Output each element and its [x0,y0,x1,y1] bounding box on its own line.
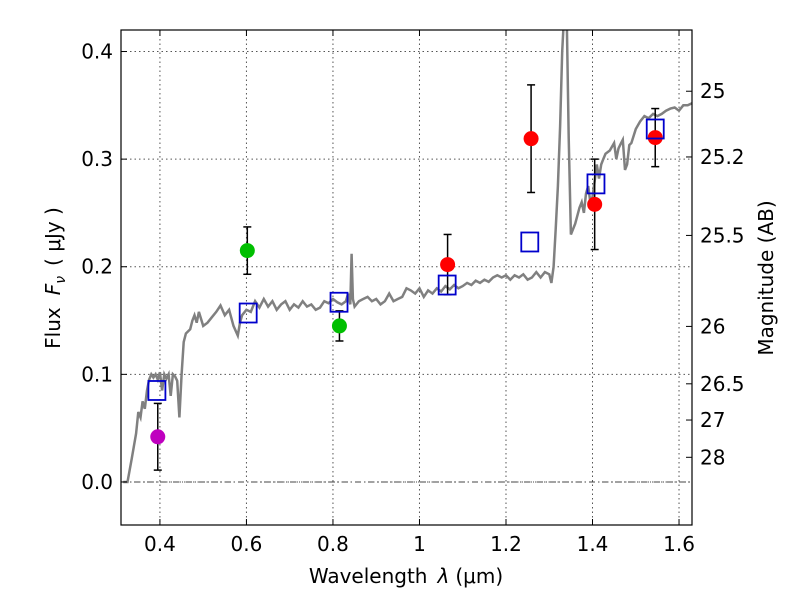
y-axis-label: Flux Fν ( μJy ) [41,207,69,349]
model-point [147,380,167,401]
observed-point [523,131,539,147]
y-tick-label: 0.0 [81,470,113,494]
model-point [586,173,606,195]
magnitude-tick-label: 27 [700,408,725,432]
magnitude-tick-label: 25.2 [700,145,745,169]
observed-point [440,257,456,273]
magnitude-tick-label: 28 [700,445,725,469]
observed-point [239,243,255,259]
grid-lines [121,30,692,525]
y-tick-label: 0.3 [81,147,113,171]
observed-point [150,429,166,445]
magnitude-axis-label: Magnitude (AB) [754,200,778,355]
y-axis-label-prefix: Flux [41,307,65,349]
plot-frame [120,29,693,526]
model-point [329,291,349,313]
y-axis-label-unit: ( μJy ) [41,207,65,266]
x-tick-label: 0.8 [317,532,349,556]
x-axis-label: Wavelength λ (μm) [309,564,503,588]
x-axis-ticks: 0.4 0.6 0.8 1 1.2 1.4 1.6 [144,30,695,556]
y-axis-label-subscript: ν [53,276,69,284]
model-point [238,302,258,324]
x-tick-label: 0.4 [144,532,176,556]
x-tick-label: 0.6 [231,532,263,556]
model-point [520,231,540,253]
x-tick-label: 1.4 [577,532,609,556]
observed-point [587,196,603,212]
observed-point [331,318,347,334]
magnitude-tick-label: 25 [700,79,725,103]
x-axis-label-symbol: λ [437,564,450,588]
y-tick-label: 0.4 [81,40,113,64]
magnitude-tick-label: 26.5 [700,372,745,396]
model-point [645,118,665,140]
x-axis-label-prefix: Wavelength [309,564,428,588]
x-axis-label-unit: (μm) [455,564,503,588]
y-axis-ticks: 0.0 0.1 0.2 0.3 0.4 [81,40,127,494]
x-tick-label: 1 [413,532,426,556]
model-point [437,274,457,296]
magnitude-tick-label: 25.5 [700,223,745,247]
model-points [147,118,665,401]
error-bars [153,84,660,471]
x-tick-label: 1.2 [490,532,522,556]
x-tick-label: 1.6 [663,532,695,556]
y-tick-label: 0.1 [81,362,113,386]
magnitude-tick-label: 26 [700,314,725,338]
y-axis-label-symbol: F [41,283,65,295]
model-spectrum-line [123,30,692,484]
y-tick-label: 0.2 [81,255,113,279]
magnitude-axis-ticks: 25 25.2 25.5 26 26.5 27 28 [686,79,745,469]
